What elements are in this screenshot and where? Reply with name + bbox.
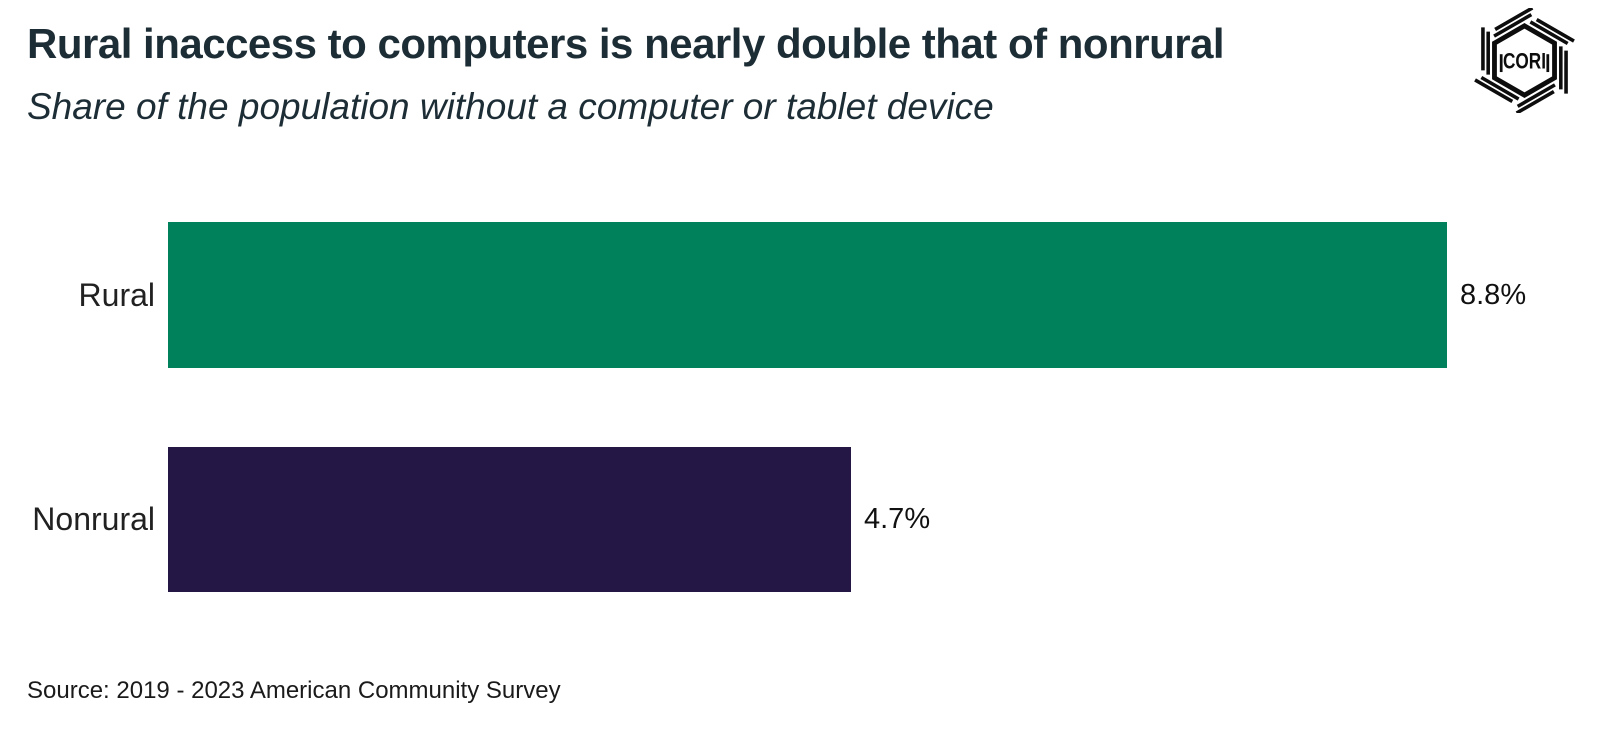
bar-row-nonrural: Nonrural 4.7% <box>0 447 1600 592</box>
value-label-nonrural: 4.7% <box>864 503 931 535</box>
bar-rural <box>168 222 1447 368</box>
category-label-nonrural: Nonrural <box>32 501 155 537</box>
cori-logo-text: CORI <box>1503 49 1546 74</box>
category-label-rural: Rural <box>78 276 155 313</box>
cori-logo: CORI <box>1472 8 1577 113</box>
chart-title: Rural inaccess to computers is nearly do… <box>27 20 1225 67</box>
value-label-rural: 8.8% <box>1460 278 1527 311</box>
chart-subtitle: Share of the population without a comput… <box>27 86 994 127</box>
bar-row-rural: Rural 8.8% <box>0 222 1600 368</box>
bar-nonrural <box>168 447 851 592</box>
source-note: Source: 2019 - 2023 American Community S… <box>27 677 561 704</box>
cori-hexagon-icon: CORI <box>1474 8 1575 113</box>
